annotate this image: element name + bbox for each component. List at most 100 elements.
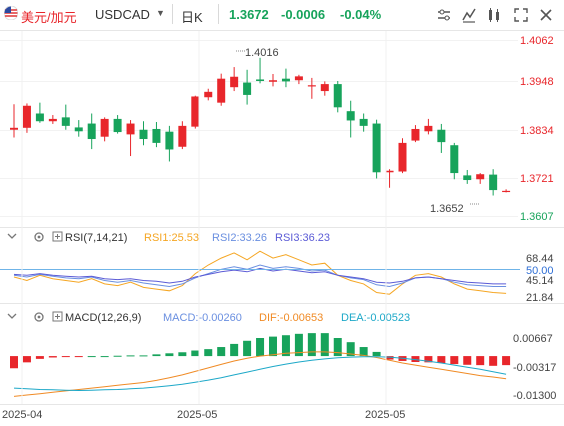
expand-icon[interactable] xyxy=(52,311,63,322)
macd-bar xyxy=(359,347,368,357)
price-tick: 1.4062 xyxy=(520,35,554,47)
price-change: -0.0006 xyxy=(281,7,326,22)
chart-toolbar: 美元/加元 USDCAD ▼ 日K 1.3672 -0.0006 -0.04% xyxy=(0,0,564,30)
candle-body xyxy=(178,125,187,147)
macd-bar xyxy=(424,356,433,363)
time-tick: 2025-05 xyxy=(365,409,405,421)
indicator-icon[interactable] xyxy=(458,4,480,26)
candle-body xyxy=(230,76,239,88)
line-settings-icon[interactable] xyxy=(433,4,455,26)
candle-body xyxy=(281,78,290,82)
time-tick: 2025-05 xyxy=(177,409,217,421)
dif-value: DIF:-0.00653 xyxy=(259,312,323,324)
close-icon[interactable] xyxy=(535,4,557,26)
macd-bar xyxy=(204,349,213,357)
macd-bar xyxy=(476,356,485,366)
low-price-label: 1.3652 xyxy=(430,203,464,215)
macd-axis: 0.00667 -0.00317 -0.01300 xyxy=(513,333,556,402)
collapse-icon[interactable] xyxy=(7,313,17,319)
candle-body xyxy=(489,174,498,191)
caret-down-icon[interactable]: ▼ xyxy=(156,8,165,18)
candle-body xyxy=(48,118,57,122)
macd-bar xyxy=(243,340,252,357)
macd-bar xyxy=(113,355,122,357)
macd-bar xyxy=(320,333,329,357)
high-annotation: 1.4016 xyxy=(236,47,279,59)
candle-body xyxy=(191,96,200,127)
low-annotation: 1.3652 xyxy=(430,203,480,215)
candle-body xyxy=(398,142,407,172)
candle-body xyxy=(346,111,355,121)
rsi1-line xyxy=(13,250,507,295)
candle-body xyxy=(411,128,420,141)
macd-histogram xyxy=(10,333,511,369)
compare-icon[interactable] xyxy=(483,4,505,26)
time-axis: 2025-04 2025-05 2025-05 xyxy=(2,31,405,421)
time-tick: 2025-04 xyxy=(2,409,42,421)
macd-header: MACD(12,26,9) MACD:-0.00260 DIF:-0.00653… xyxy=(7,311,410,324)
macd-bar xyxy=(269,336,277,357)
macd-bar xyxy=(256,338,265,357)
candle-body xyxy=(307,85,316,87)
macd-bar xyxy=(333,338,342,357)
macd-bar xyxy=(178,352,187,357)
rsi3-line xyxy=(13,267,507,285)
candle-body xyxy=(320,84,329,92)
macd-bar xyxy=(489,356,498,366)
rsi-tick: 50.00 xyxy=(526,265,554,277)
fullscreen-icon[interactable] xyxy=(510,4,532,26)
rsi-axis: 68.44 50.00 45.14 21.84 xyxy=(526,253,554,304)
rsi-lines xyxy=(13,250,507,295)
rsi-title: RSI(7,14,21) xyxy=(65,232,127,244)
rsi2-value: RSI2:33.26 xyxy=(212,232,267,244)
rsi-tick: 45.14 xyxy=(526,275,554,287)
macd-bar xyxy=(230,343,239,357)
rsi-tick: 68.44 xyxy=(526,253,554,265)
collapse-icon[interactable] xyxy=(7,233,17,239)
toolbar-divider xyxy=(218,4,219,24)
candle-body xyxy=(61,117,70,126)
candle-body xyxy=(165,131,174,150)
macd-bar xyxy=(450,356,459,365)
settings-icon[interactable] xyxy=(34,312,44,322)
dea-value: DEA:-0.00523 xyxy=(341,312,410,324)
macd-bar xyxy=(139,355,148,357)
macd-bar xyxy=(74,356,83,358)
interval-selector[interactable]: 日K xyxy=(181,10,203,25)
candle-body xyxy=(113,118,122,133)
dea-line xyxy=(13,356,507,392)
macd-bar xyxy=(61,356,70,358)
candle-body xyxy=(450,145,459,174)
candle-body xyxy=(256,79,265,82)
dif-line xyxy=(13,351,507,397)
macd-bar xyxy=(191,350,200,357)
rsi3-value: RSI3:36.23 xyxy=(275,232,330,244)
macd-bar xyxy=(281,335,290,357)
expand-icon[interactable] xyxy=(52,231,63,242)
settings-icon[interactable] xyxy=(34,232,44,242)
candle-body xyxy=(126,123,135,135)
candle-body xyxy=(502,190,511,193)
macd-bar xyxy=(35,356,44,359)
price-tick: 1.3834 xyxy=(520,125,554,137)
macd-bar xyxy=(87,356,96,358)
symbol-name-cn[interactable]: 美元/加元 xyxy=(21,10,77,25)
toolbar-divider xyxy=(172,4,173,24)
macd-bar xyxy=(385,356,394,360)
macd-bar xyxy=(463,356,472,365)
price-tick: 1.3948 xyxy=(520,76,554,88)
price-change-pct: -0.04% xyxy=(340,7,382,22)
macd-bar xyxy=(48,356,57,358)
macd-lines xyxy=(13,351,507,397)
candle-body xyxy=(139,129,148,140)
candle-body xyxy=(359,118,368,126)
candle-body xyxy=(294,76,303,81)
macd-bar xyxy=(294,333,303,357)
macd-value: MACD:-0.00260 xyxy=(163,312,242,324)
candle-body xyxy=(35,113,44,122)
candle-body xyxy=(243,82,252,95)
candle-body xyxy=(269,80,277,82)
symbol-code[interactable]: USDCAD xyxy=(95,7,150,22)
macd-bar xyxy=(152,354,161,357)
candle-body xyxy=(424,125,433,132)
